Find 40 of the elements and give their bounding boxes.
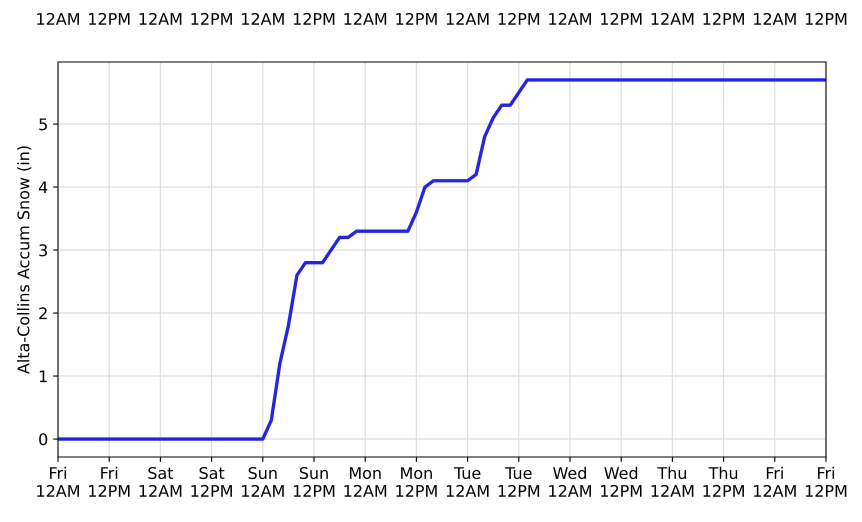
- x-tick-label: Fri 12PM: [89, 466, 130, 497]
- x-tick-label: Sun 12PM: [294, 467, 334, 497]
- text: 12PM: [703, 12, 744, 25]
- text: 12AM: [446, 12, 489, 25]
- text: 12PM: [294, 12, 334, 25]
- x-tick-label: Mon 12PM: [396, 467, 437, 497]
- x-tick-label: Tue 12AM: [446, 467, 489, 497]
- y-tick-label: 1: [40, 370, 47, 382]
- text: 12PM: [601, 12, 642, 25]
- text: 12PM: [498, 12, 540, 25]
- x-tick-label: Sat 12AM: [140, 467, 182, 497]
- text: 12PM: [396, 12, 437, 25]
- text: 12PM: [191, 12, 232, 25]
- text: 12AM: [652, 12, 694, 25]
- x-tick-label: Sun 12AM: [242, 467, 284, 497]
- text: 12AM: [549, 12, 591, 25]
- text: 12AM: [754, 12, 796, 25]
- y-tick-label: 4: [38, 181, 48, 194]
- text: 12AM: [37, 12, 79, 25]
- x-tick-label: Tue 12PM: [498, 467, 540, 497]
- y-tick-label: 5: [39, 118, 47, 130]
- text: 12AM: [140, 12, 182, 25]
- x-tick-label: Fri 12AM: [37, 466, 79, 497]
- text: 12AM: [344, 12, 386, 25]
- x-tick-label: Thu 12PM: [703, 466, 744, 497]
- y-tick-label: 2: [39, 307, 47, 320]
- y-axis-title: Alta-Collins Accum Snow (in): [17, 146, 32, 374]
- x-tick-label: Mon 12AM: [344, 467, 386, 497]
- line-series: [58, 78, 826, 441]
- y-tick-label: 0: [39, 433, 48, 446]
- x-tick-label: Fri 12AM: [754, 466, 796, 497]
- text: 12PM: [89, 12, 130, 25]
- x-tick-label: Wed 12PM: [601, 466, 642, 497]
- text: 12AM: [242, 12, 284, 25]
- x-tick-label: Fri 12PM: [806, 466, 846, 497]
- x-tick-label: Thu 12AM: [652, 466, 694, 497]
- x-tick-label: Wed 12AM: [549, 466, 591, 497]
- x-tick-label: Sat 12PM: [191, 467, 232, 497]
- text: 12PM: [806, 12, 846, 25]
- y-tick-label: 3: [39, 244, 47, 256]
